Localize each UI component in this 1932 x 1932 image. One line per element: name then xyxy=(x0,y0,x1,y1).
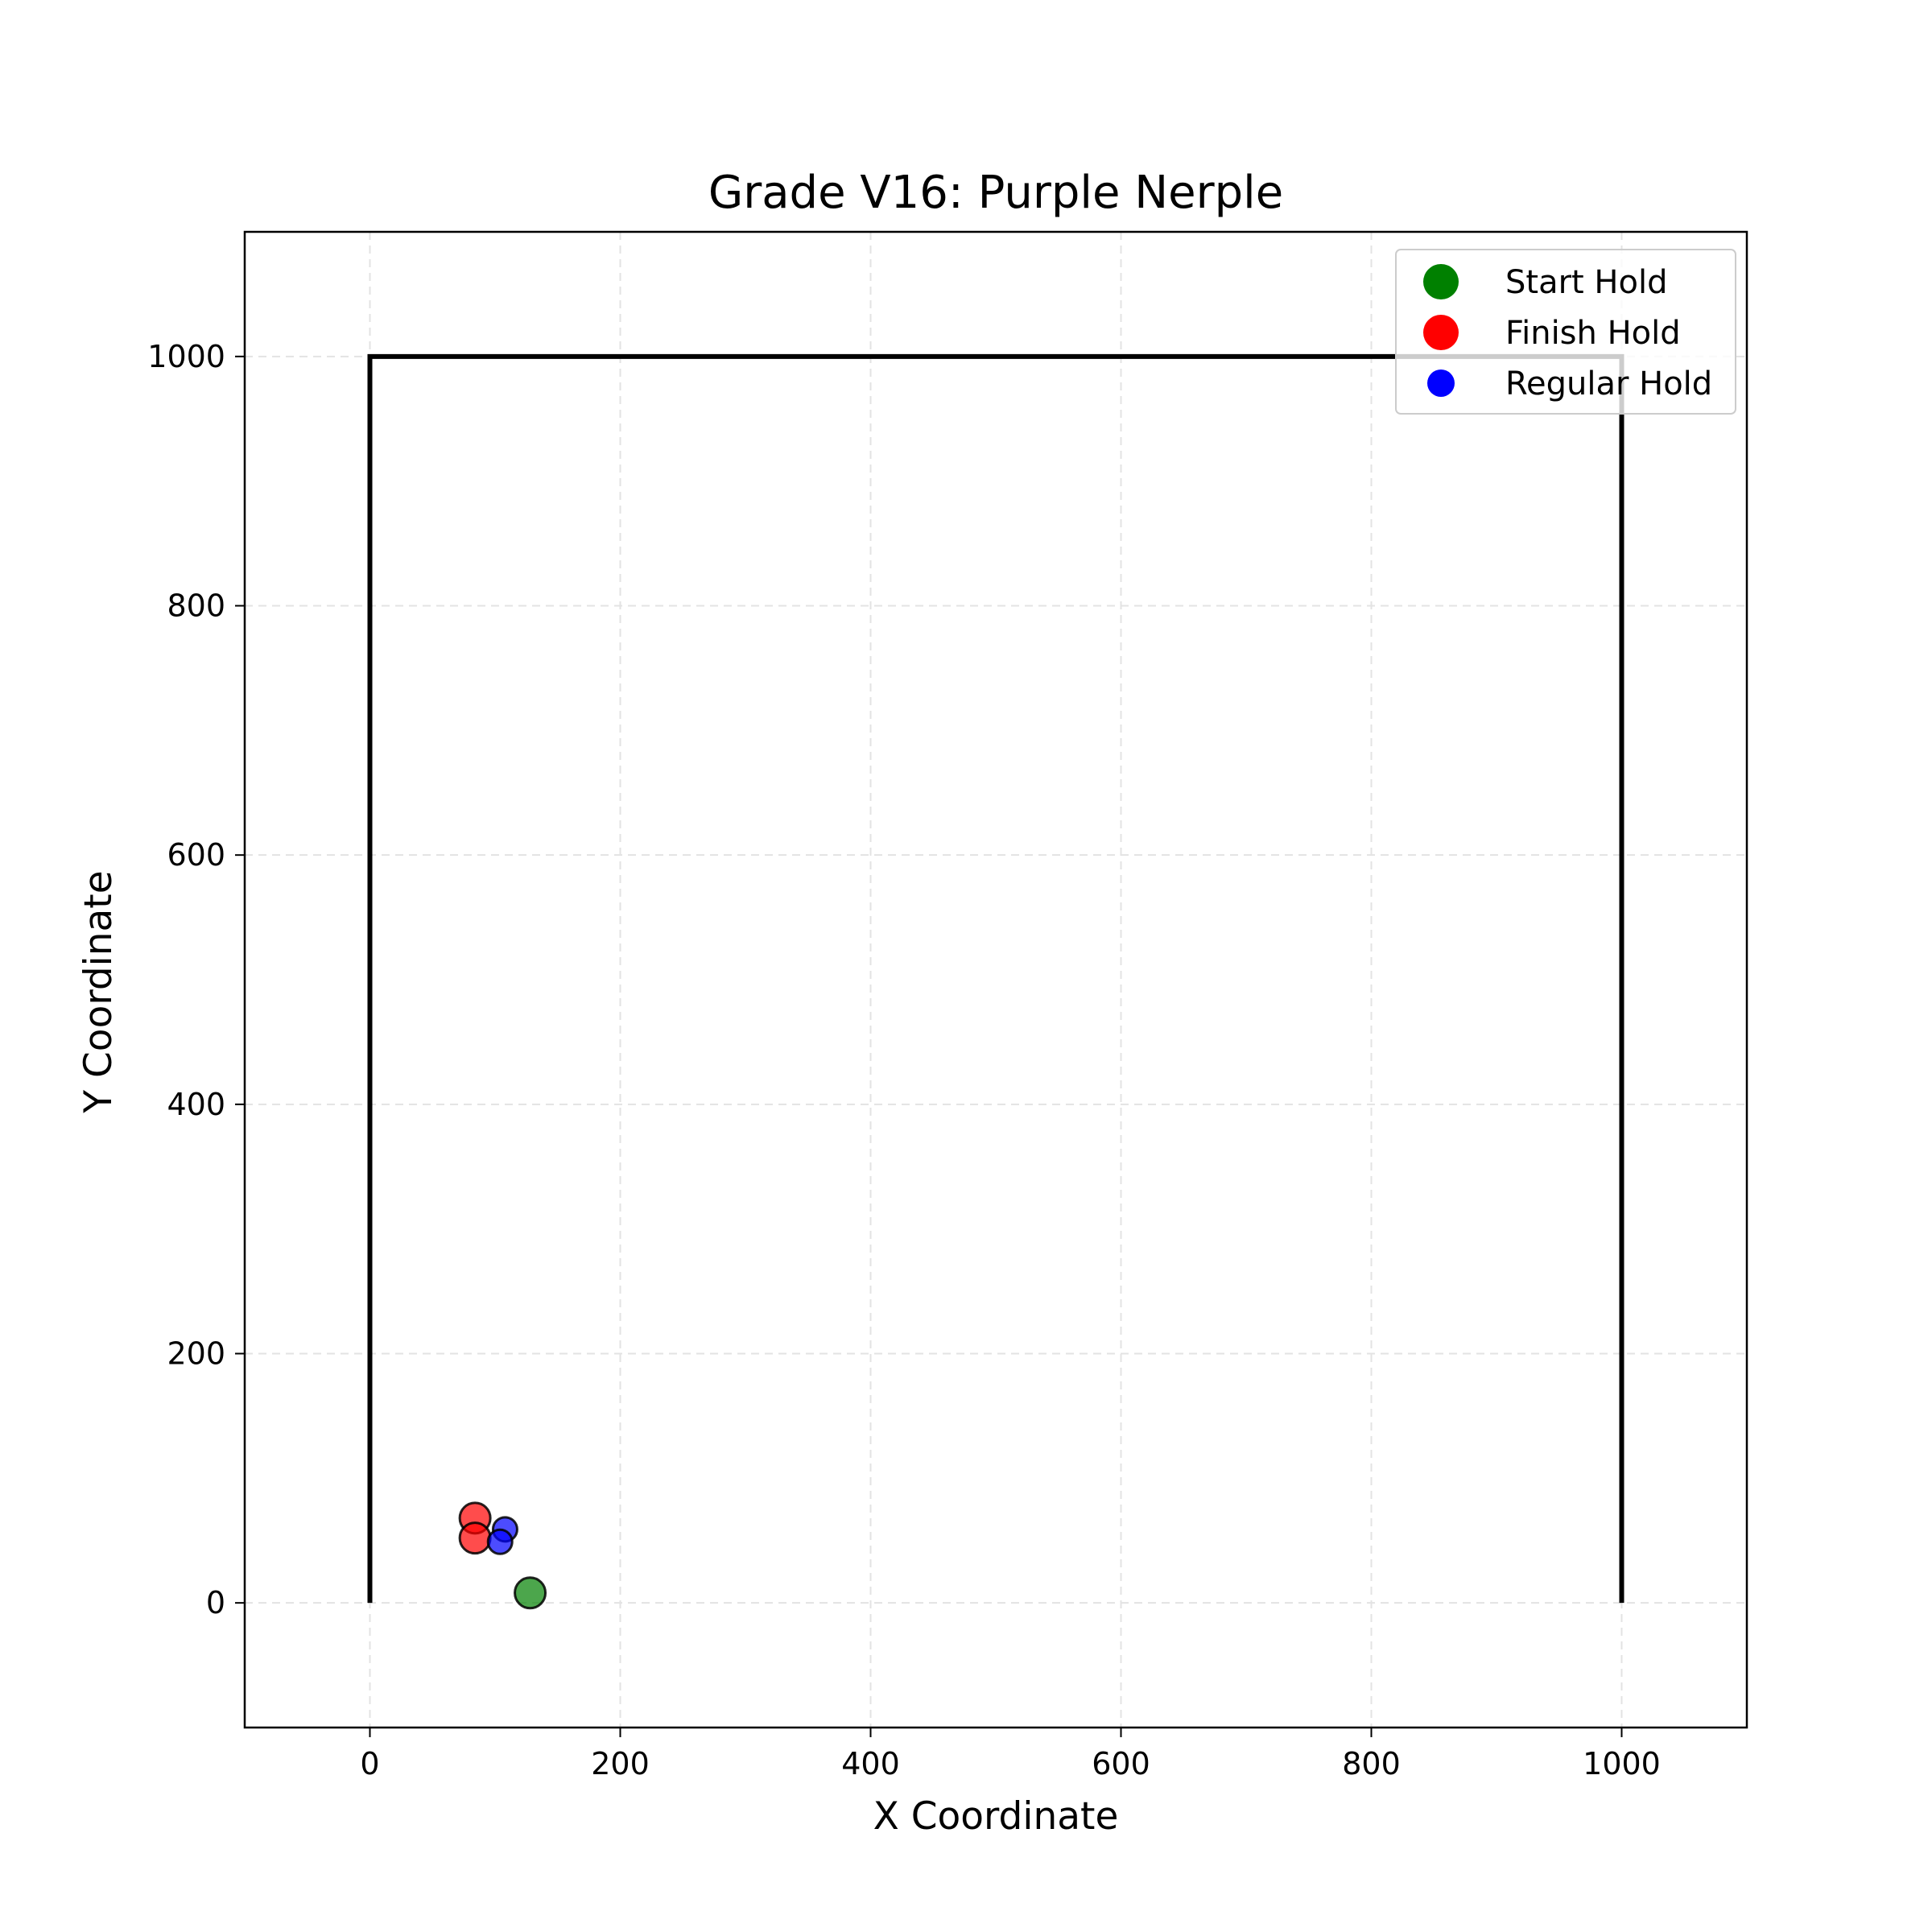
legend-box xyxy=(1395,249,1736,415)
axis-ticks: 0 200 400 600 800 1000 0 200 400 600 800 1000 xyxy=(147,339,1661,1781)
finish-hold-point xyxy=(458,1521,492,1555)
y-tick-label: 400 xyxy=(167,1087,225,1122)
legend-marker-start-hold xyxy=(1423,264,1459,299)
y-tick-label: 800 xyxy=(167,588,225,624)
x-tick-label: 800 xyxy=(1342,1746,1401,1781)
legend-label-regular-hold: Regular Hold xyxy=(1505,365,1712,402)
x-tick-label: 200 xyxy=(591,1746,650,1781)
start-hold-point xyxy=(514,1576,547,1610)
y-tick-label: 1000 xyxy=(147,339,225,374)
legend-label-start-hold: Start Hold xyxy=(1505,264,1667,301)
plot-frame xyxy=(243,230,1748,1729)
x-tick-label: 0 xyxy=(360,1746,379,1781)
legend: Start Hold Finish Hold Regular Hold xyxy=(1395,249,1736,415)
chart-title: Grade V16: Purple Nerple xyxy=(708,167,1283,219)
y-tick-label: 600 xyxy=(167,837,225,873)
x-tick-label: 600 xyxy=(1092,1746,1150,1781)
y-tick-label: 200 xyxy=(167,1336,225,1372)
wall-outline xyxy=(367,353,1624,1604)
legend-label-finish-hold: Finish Hold xyxy=(1505,315,1681,352)
x-tick-label: 1000 xyxy=(1583,1746,1661,1781)
hold-points xyxy=(458,1501,547,1610)
wall-outline-layer xyxy=(367,353,1624,1604)
x-axis-label: X Coordinate xyxy=(873,1794,1119,1839)
legend-marker-finish-hold xyxy=(1423,315,1459,350)
legend-marker-regular-hold xyxy=(1427,369,1455,397)
y-tick-label: 0 xyxy=(206,1585,225,1620)
regular-hold-point xyxy=(486,1528,514,1555)
y-axis-label: Y Coordinate xyxy=(76,870,121,1113)
x-tick-label: 400 xyxy=(841,1746,900,1781)
